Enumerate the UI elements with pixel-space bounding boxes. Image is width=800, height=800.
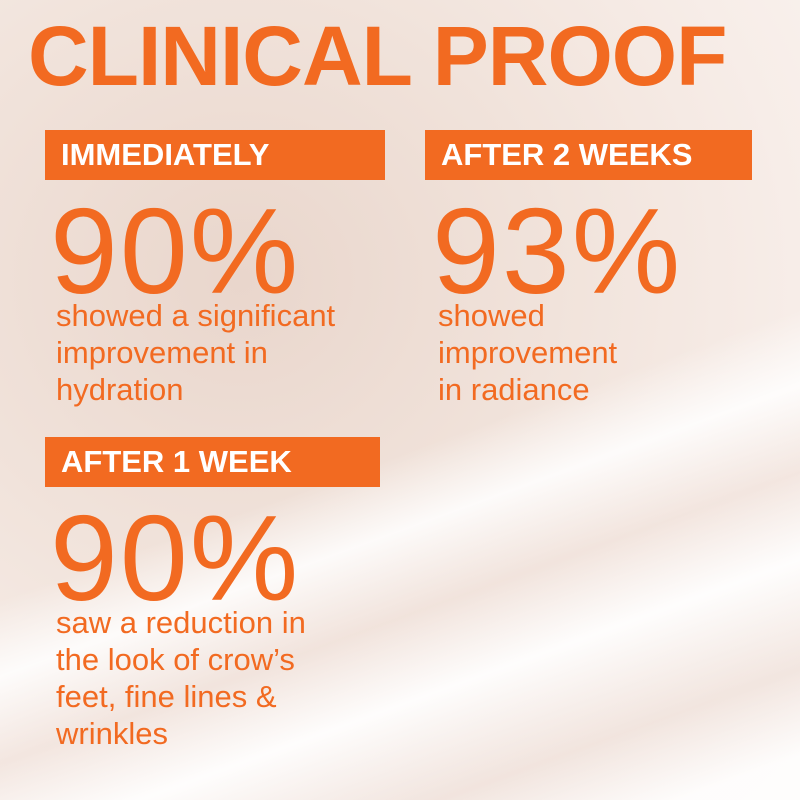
description-line: the look of crow’s xyxy=(56,642,295,677)
stat-label: IMMEDIATELY xyxy=(45,130,385,180)
description-line: wrinkles xyxy=(56,716,168,751)
stat-description: showed a significant improvement in hydrat… xyxy=(56,297,335,408)
description-line: in radiance xyxy=(438,372,590,407)
description-line: saw a reduction in xyxy=(56,605,306,640)
stat-value: 90% xyxy=(50,183,301,319)
description-line: showed a significant xyxy=(56,298,336,333)
stat-description: saw a reduction in the look of crow’s feet… xyxy=(56,604,306,752)
description-line: improvement xyxy=(438,335,618,370)
description-line: feet, fine lines & xyxy=(56,679,277,714)
stat-value: 90% xyxy=(50,490,301,626)
stat-label: AFTER 2 WEEKS xyxy=(425,130,752,180)
stat-value: 93% xyxy=(432,183,683,319)
description-line: hydration xyxy=(56,372,184,407)
stat-description: showed improvement in radiance xyxy=(438,297,617,408)
stat-label: AFTER 1 WEEK xyxy=(45,437,380,487)
description-line: showed xyxy=(438,298,545,333)
description-line: improvement in xyxy=(56,335,268,370)
title: CLINICAL PROOF xyxy=(28,9,727,103)
